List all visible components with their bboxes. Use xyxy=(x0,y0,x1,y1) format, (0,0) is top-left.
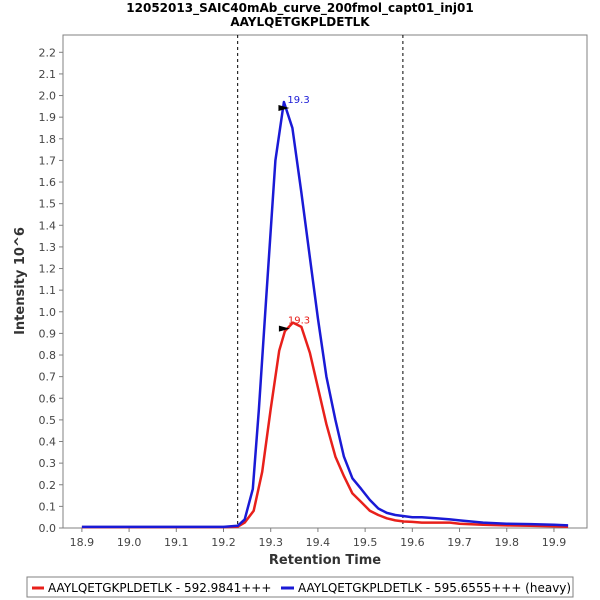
legend-label-light: AAYLQETGKPLDETLK - 592.9841+++ xyxy=(48,581,271,595)
x-tick-label: 19.4 xyxy=(306,536,331,549)
x-tick-label: 19.6 xyxy=(400,536,425,549)
peak-marker-arrow xyxy=(278,325,290,332)
y-tick-label: 1.3 xyxy=(39,241,57,254)
chart-subtitle: AAYLQETGKPLDETLK xyxy=(230,15,370,29)
y-axis-label: Intensity 10^6 xyxy=(13,227,28,335)
x-tick-label: 19.9 xyxy=(542,536,567,549)
y-tick-label: 1.9 xyxy=(39,111,57,124)
y-tick-label: 0.4 xyxy=(39,436,57,449)
x-axis-label: Retention Time xyxy=(269,553,381,568)
x-tick-label: 19.8 xyxy=(494,536,519,549)
y-tick-label: 0.9 xyxy=(39,327,57,340)
y-tick-label: 1.4 xyxy=(39,219,57,232)
y-tick-label: 1.8 xyxy=(39,133,57,146)
y-tick-label: 1.7 xyxy=(39,154,57,167)
y-tick-label: 1.0 xyxy=(39,306,57,319)
legend-label-heavy: AAYLQETGKPLDETLK - 595.6555+++ (heavy) xyxy=(298,581,571,595)
peak-label: 19.3 xyxy=(287,95,309,106)
x-tick-label: 19.7 xyxy=(447,536,472,549)
legend-box xyxy=(26,576,574,598)
y-tick-label: 1.6 xyxy=(39,176,57,189)
plot-area xyxy=(62,34,588,529)
y-tick-label: 0.1 xyxy=(39,500,57,513)
x-tick-label: 19.3 xyxy=(258,536,283,549)
y-tick-label: 0.3 xyxy=(39,457,57,470)
x-tick-label: 19.2 xyxy=(211,536,236,549)
y-tick-label: 0.5 xyxy=(39,414,57,427)
peak-label: 19.3 xyxy=(288,316,310,327)
y-tick-label: 0.2 xyxy=(39,479,57,492)
x-tick-label: 19.5 xyxy=(353,536,378,549)
x-tick-label: 19.1 xyxy=(164,536,189,549)
peak-marker-arrow xyxy=(278,105,290,112)
y-tick-label: 2.2 xyxy=(39,46,57,59)
x-tick-label: 18.9 xyxy=(70,536,95,549)
y-tick-label: 0.7 xyxy=(39,371,57,384)
y-tick-label: 1.1 xyxy=(39,284,57,297)
chart-title: 12052013_SAIC40mAb_curve_200fmol_capt01_… xyxy=(126,1,473,16)
y-tick-label: 2.1 xyxy=(39,68,57,81)
y-tick-label: 1.5 xyxy=(39,198,57,211)
y-tick-label: 0.6 xyxy=(39,392,57,405)
y-tick-label: 2.0 xyxy=(39,90,57,103)
y-tick-label: 1.2 xyxy=(39,263,57,276)
series-line-heavy xyxy=(81,100,569,529)
series-line-light xyxy=(81,321,569,529)
y-tick-label: 0.0 xyxy=(39,522,57,535)
y-tick-label: 0.8 xyxy=(39,349,57,362)
x-tick-label: 19.0 xyxy=(117,536,142,549)
